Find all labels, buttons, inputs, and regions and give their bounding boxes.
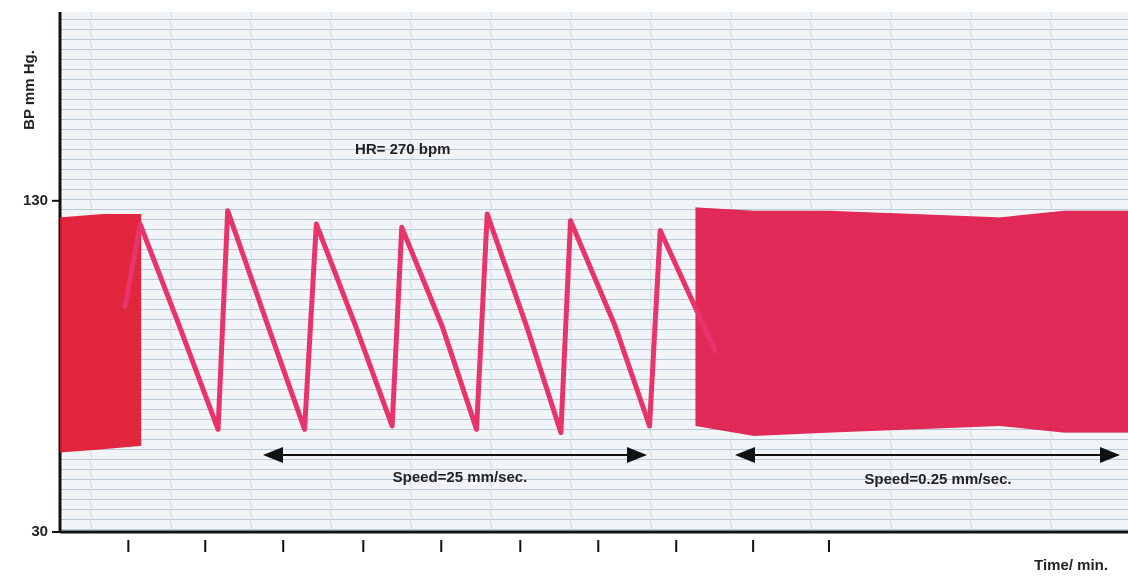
y-tick-label: 30	[31, 523, 48, 540]
pressure-band	[60, 214, 141, 452]
annotation: HR= 270 bpm	[355, 141, 450, 158]
pressure-band	[695, 207, 1128, 436]
chart: BP mm Hg. Time/ min. HR= 270 bpm Speed=2…	[0, 0, 1128, 579]
annotation: Speed=0.25 mm/sec.	[864, 471, 1011, 488]
x-axis-label: Time/ min.	[1034, 557, 1108, 574]
y-axis-label: BP mm Hg.	[21, 50, 38, 130]
y-tick-label: 130	[23, 192, 48, 209]
annotation: Speed=25 mm/sec.	[393, 469, 528, 486]
